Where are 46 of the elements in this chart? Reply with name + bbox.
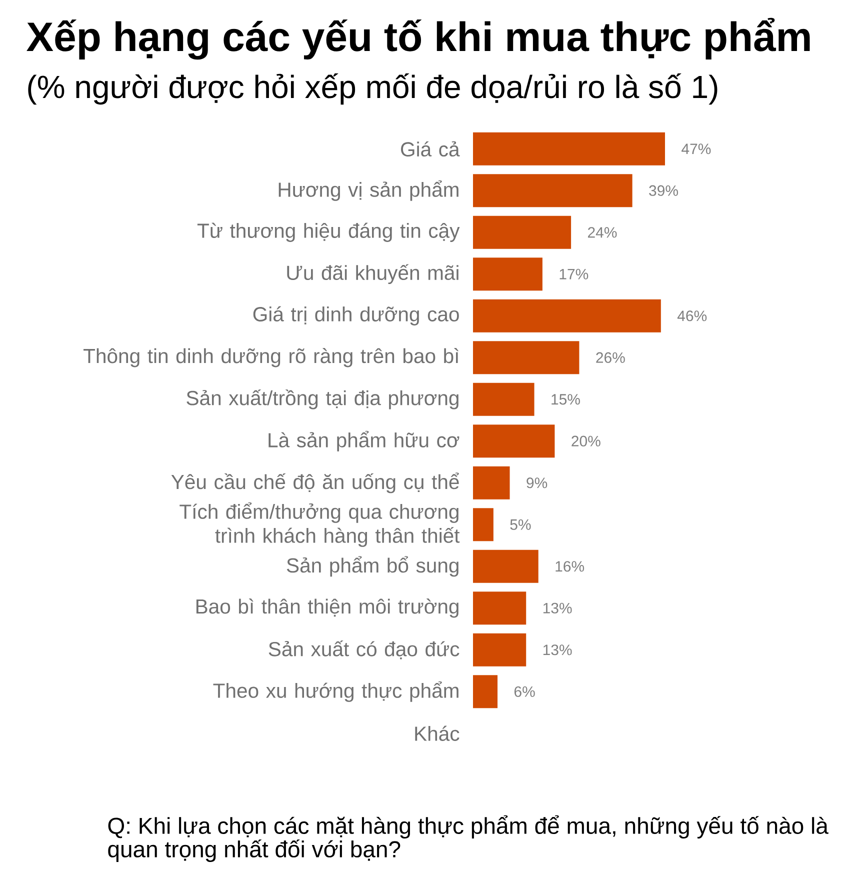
data-label: 24% (588, 227, 617, 238)
data-label: 9% (526, 478, 548, 488)
bar (473, 341, 580, 374)
y-tick-label: Khác (415, 726, 460, 741)
bar (473, 258, 542, 291)
y-tick-label: Sản xuất/trồng tại địa phương (186, 389, 458, 410)
data-label: 39% (649, 185, 678, 196)
y-tick-label: Theo xu hướng thực phẩm (213, 681, 458, 702)
y-tick-label: Sản phẩm bổ sung (286, 556, 458, 577)
chart-subtitle: (% người được hỏi xếp mối đe dọa/rủi ro là số 1) (28, 73, 718, 105)
bar (473, 675, 498, 708)
bar (473, 508, 494, 542)
y-tick-label: Sản xuất có đạo đức (268, 640, 460, 660)
bar (473, 216, 572, 249)
data-label: 47% (682, 144, 711, 154)
bar (473, 633, 526, 666)
y-tick-label: Ưu đãi khuyến mãi (287, 264, 458, 284)
bar (473, 382, 534, 416)
bar (473, 424, 555, 458)
chart-title: Xếp hạng các yếu tố khi mua thực phẩm (26, 18, 810, 60)
y-tick-label: Thông tin dinh dưỡng rõ ràng trên bao bì (84, 348, 458, 368)
y-tick-label: Giá trị dinh dưỡng cao (253, 306, 459, 326)
data-label: 46% (677, 310, 707, 322)
y-tick-label: Hương vị sản phẩm (278, 180, 458, 201)
bar (473, 550, 538, 583)
y-tick-label: Là sản phẩm hữu cơ (268, 430, 460, 452)
data-label: 5% (510, 519, 531, 530)
bar (473, 174, 632, 208)
data-label: 17% (560, 268, 588, 280)
y-tick-label: Giá cả (401, 141, 460, 157)
data-label: 13% (543, 644, 572, 656)
data-label: 16% (556, 561, 584, 572)
bar (473, 592, 526, 625)
data-label: 20% (572, 436, 600, 446)
data-label: 13% (543, 602, 572, 614)
bar (473, 466, 510, 500)
y-tick-label: Bao bì thân thiện môi trường (196, 598, 458, 618)
y-tick-label: Từ thương hiệu đáng tin cậy (197, 222, 460, 242)
bar (473, 299, 661, 332)
y-tick-label: Tích điểm/thưởng qua chương trình khách hàng thân thiết (180, 502, 460, 547)
bar (473, 132, 665, 166)
data-label: 26% (596, 352, 625, 363)
y-tick-label: Yêu cầu chế độ ăn uống cụ thể (171, 472, 459, 494)
data-label: 15% (552, 394, 580, 405)
data-label: 6% (514, 686, 535, 697)
text: Q: Khi lựa chọn các mặt hàng thực phẩm để mua, những yếu tố nào là quan trọng nhất đối với bạn? (108, 815, 828, 862)
